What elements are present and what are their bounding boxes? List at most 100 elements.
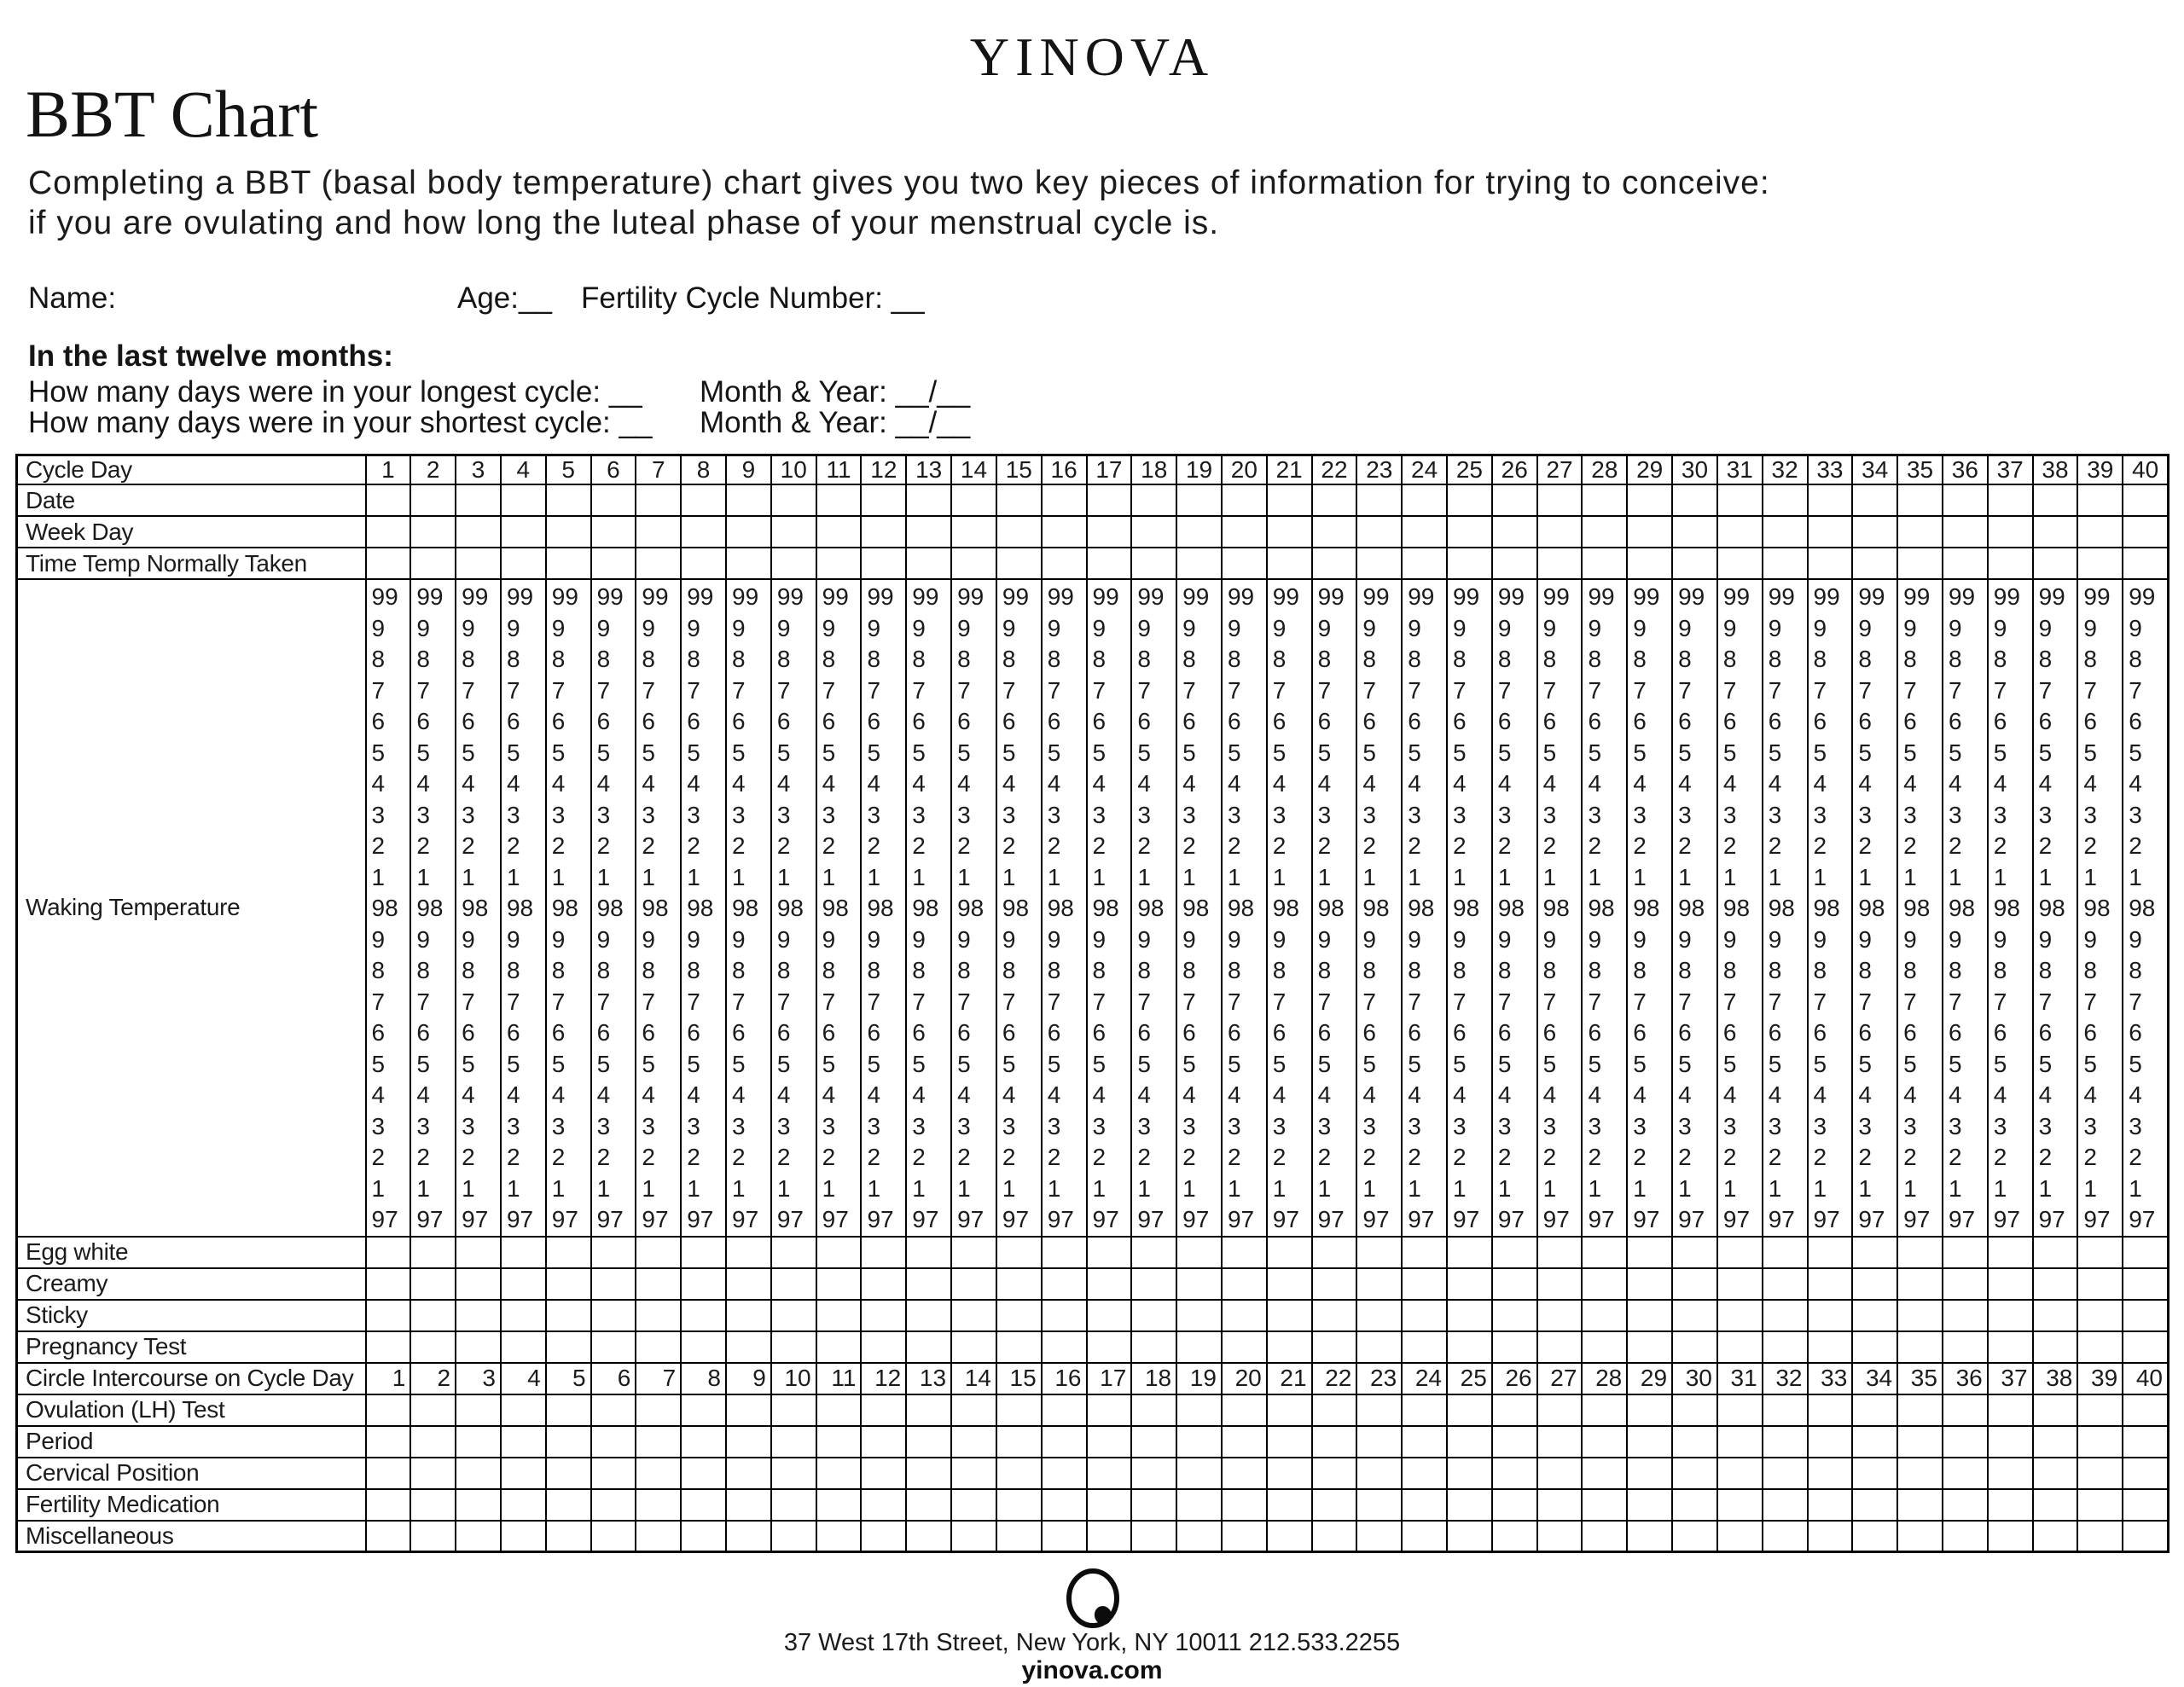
cycle-day-cell: 27: [1536, 454, 1583, 485]
creamy-cell: [1986, 1267, 2034, 1301]
temperature-scale-value: 3: [1182, 1112, 1196, 1139]
temperature-scale-value: 9: [1362, 925, 1376, 953]
temperature-scale-value: 7: [1408, 676, 1421, 704]
period-cell: [1220, 1424, 1268, 1458]
creamy-cell: [995, 1267, 1043, 1301]
temperature-scale-value: 1: [416, 1174, 430, 1202]
ovulation-lh-test-cell: [1986, 1393, 2034, 1427]
temperature-scale-value: 99: [1722, 583, 1751, 610]
temperature-scale-value: 1: [371, 1174, 386, 1202]
period-cell: [410, 1424, 457, 1458]
fertility-medication-cell: [364, 1487, 412, 1522]
temperature-scale-value: 7: [1137, 988, 1151, 1015]
cervical-position-cell: [1941, 1456, 1989, 1490]
time-temp-normally-taken-cell: [455, 547, 502, 580]
pregnancy-test-cell: [1536, 1330, 1583, 1364]
pregnancy-test-cell: [544, 1330, 592, 1364]
temperature-scale-value: 7: [776, 988, 791, 1015]
temperature-scale-value: 9: [1948, 614, 1962, 641]
temperature-scale-value: 8: [1047, 957, 1061, 983]
temperature-scale-value: 3: [1047, 1112, 1061, 1139]
temperature-scale-value: 5: [551, 739, 566, 766]
temperature-scale-value: 5: [867, 739, 881, 766]
temperature-scale-value: 1: [2083, 863, 2097, 890]
temperature-scale-value: 97: [1588, 1206, 1615, 1232]
egg-white-cell: [995, 1235, 1043, 1269]
temperature-scale-value: 3: [776, 1112, 791, 1139]
temperature-scale-value: 98: [687, 895, 714, 921]
temperature-scale-value: 98: [1137, 895, 1165, 921]
temperature-scale-value: 8: [1002, 957, 1016, 983]
temperature-scale-value: 6: [371, 1019, 386, 1046]
temperature-scale-value: 7: [1588, 988, 1602, 1015]
temperature-scale-value: 97: [462, 1206, 489, 1232]
temperature-scale-value: 2: [1813, 832, 1827, 859]
temperature-scale-value: 7: [1903, 988, 1917, 1015]
period-cell: [499, 1424, 547, 1458]
temperature-scale-value: 4: [416, 770, 430, 797]
temperature-scale-value: 7: [687, 676, 700, 704]
temperature-scale-value: 9: [1453, 925, 1467, 953]
waking-temperature-label: Waking Temperature: [15, 578, 367, 1238]
temperature-scale-value: 4: [1768, 1081, 1782, 1108]
ovulation-lh-test-cell: [1310, 1393, 1358, 1427]
sticky-cell: [2077, 1298, 2124, 1332]
temperature-scale-value: 4: [1002, 1081, 1016, 1108]
temperature-scale-value: 9: [1092, 614, 1107, 641]
cervical-position-cell: [2122, 1456, 2169, 1490]
temperature-scale-value: 6: [822, 708, 836, 734]
week-day-cell: [455, 515, 502, 548]
fertility-medication-cell: [410, 1487, 457, 1522]
temperature-scale-value: 6: [776, 708, 791, 734]
temperature-scale-value: 98: [1858, 895, 1885, 921]
waking-temperature-cell: 99 9 8 7 6 5 4 3 2 1 98 9 8 7 6 5 4 3 2 1 97: [905, 578, 953, 1238]
week-day-cell: [1040, 515, 1088, 548]
fertility-medication-cell: [1130, 1487, 1178, 1522]
temperature-scale-value: 1: [1408, 863, 1421, 890]
temperature-scale-value: 3: [1633, 1112, 1647, 1139]
miscellaneous-cell: [725, 1519, 772, 1553]
yinova-circle-dot-logo: [1066, 1568, 1119, 1628]
temperature-scale-value: 7: [1768, 676, 1782, 704]
time-temp-normally-taken-cell: [1265, 547, 1313, 580]
temperature-scale-value: 4: [1768, 770, 1782, 797]
fertility-medication-cell: [635, 1487, 682, 1522]
temperature-scale-value: 3: [732, 1112, 746, 1139]
sticky-cell: [410, 1298, 457, 1332]
temperature-scale-value: 2: [1227, 1144, 1241, 1170]
temperature-scale-value: 6: [1588, 708, 1602, 734]
temperature-scale-value: 5: [1453, 1050, 1467, 1077]
period-cell: [1490, 1424, 1538, 1458]
temperature-scale-value: 97: [1858, 1206, 1885, 1232]
cycle-day-cell: 12: [860, 454, 908, 485]
sticky-cell: [680, 1298, 727, 1332]
temperature-scale-value: 4: [1497, 1081, 1512, 1108]
temperature-scale-value: 4: [2038, 1081, 2053, 1108]
cycle-day-label: Cycle Day: [15, 454, 367, 485]
temperature-scale-value: 6: [551, 1019, 566, 1046]
temperature-scale-value: 2: [1362, 832, 1376, 859]
fertility-medication-cell: [1310, 1487, 1358, 1522]
temperature-scale-value: 1: [1948, 863, 1962, 890]
temperature-scale-value: 1: [1903, 1174, 1917, 1202]
egg-white-cell: [1671, 1235, 1718, 1269]
temperature-scale-value: 6: [2038, 1019, 2053, 1046]
intro-line-2: if you are ovulating and how long the lu…: [28, 205, 1220, 241]
temperature-scale-value: 4: [1002, 770, 1016, 797]
temperature-scale-value: 1: [1092, 1174, 1107, 1202]
temperature-scale-value: 6: [642, 1019, 655, 1046]
period-cell: [1626, 1424, 1674, 1458]
ovulation-lh-test-cell: [1851, 1393, 1899, 1427]
temperature-scale-value: 9: [2129, 925, 2142, 953]
temperature-scale-value: 5: [776, 1050, 791, 1077]
temperature-scale-value: 4: [1948, 770, 1962, 797]
temperature-scale-value: 7: [776, 676, 791, 704]
temperature-scale-value: 99: [1182, 583, 1210, 610]
temperature-scale-value: 7: [732, 988, 746, 1015]
date-cell: [950, 484, 997, 517]
temperature-scale-value: 4: [1678, 1081, 1692, 1108]
temperature-scale-value: 3: [2129, 801, 2142, 828]
ovulation-lh-test-cell: [2077, 1393, 2124, 1427]
temperature-scale-value: 5: [1137, 1050, 1151, 1077]
egg-white-cell: [1536, 1235, 1583, 1269]
